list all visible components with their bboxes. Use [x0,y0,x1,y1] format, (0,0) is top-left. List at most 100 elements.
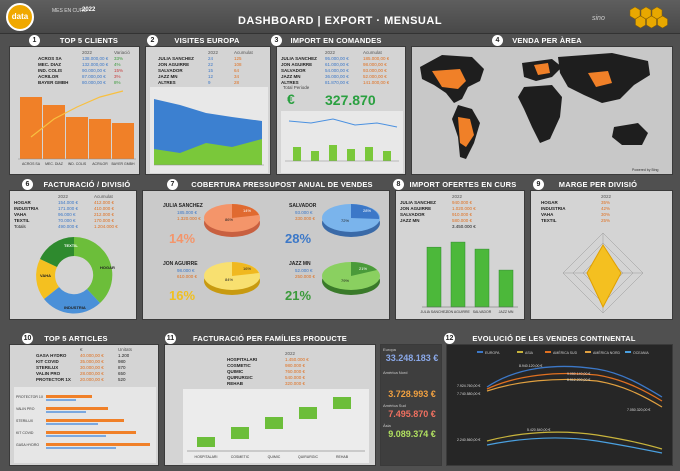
table-row[interactable]: ACRILOR 87.000,00 €3% [38,74,121,79]
donut-label: INDUSTRIA [64,305,86,310]
table-row[interactable]: ALTRES 9 28 [158,80,240,85]
table-row[interactable]: COSMETIC 980.000 € [227,363,306,368]
section-title-evolucio: EVOLUCIÓ DE LES VENDES CONTINENTAL [472,334,636,343]
cobertura-value: 185.000 € [177,210,198,215]
panel-families: 2022 HOSPITALARI 1.450.000 € COSMETIC 980.… [164,344,376,466]
table-row[interactable]: JON AGUIRRE 61.000,00 €98.000,00 € [281,62,387,67]
section-number-1: 1 [29,35,40,46]
table-row[interactable]: Totals 490.000 €1.204.000 € [14,224,118,229]
tick-label: SALVADOR [473,310,492,314]
table-row[interactable]: INDUSTRIA 171.000 €410.000 € [14,206,115,211]
panel-evolucio: EUROPA ASIA AMÈRICA SUD AMÈRICA NORD OCE… [446,344,673,466]
pie-julia[interactable]: 86% 14% [201,197,263,247]
data-label: 7.924.760,00 € [457,384,480,388]
table-row[interactable]: JON AGUIRRE 22 108 [158,62,242,67]
tick-label: GASA HYDRO [16,443,39,447]
table-row[interactable]: KIT COVID 35.000,00 €980 [36,359,126,364]
bar [450,241,466,308]
table-row[interactable]: SALVADOR 54.000,00 €93.000,00 € [281,68,387,73]
table-row[interactable]: HOGAR 154.000 €412.000 € [14,200,115,205]
highlight-europe[interactable] [534,63,550,75]
section-title-articles: TOP 5 ARTICLES [44,334,108,343]
cobertura-percent: 14% [169,231,196,246]
highlight-usa[interactable] [432,69,466,89]
table-row[interactable]: JULIA SANCHEZ 24 125 [158,56,242,61]
table-row[interactable]: ACROS SA 138.000,00 €33% [38,56,124,61]
donut-slice-textil[interactable] [40,237,74,267]
total-label: Amèrica Nord [383,370,408,375]
pie-jazz[interactable]: 79% 21% [319,255,383,305]
table-row[interactable]: JAZZ MN 12 34 [158,74,240,79]
table-row[interactable]: JAZZ MN 580.000 € [400,218,473,223]
table-row[interactable]: INDUSTRIA 42% [541,206,611,211]
tick-label: BAYER GMBH [111,162,135,166]
section-title-marge: MARGE PER DIVISIÓ [558,180,638,189]
bar [365,147,373,161]
donut-slice-industria[interactable] [44,287,100,314]
pie-label: 28% [363,208,371,213]
tick-label: VALIN PRO [16,407,35,411]
legend-entry: EUROPA [485,351,500,355]
highlight-asia[interactable] [588,71,612,87]
table-row[interactable]: ALTRES 81.870,00 €141.000,00 € [281,80,390,85]
table-row[interactable]: VAHA 96.000 €212.000 € [14,212,115,217]
table-row[interactable]: REHAB 320.000 € [227,381,306,386]
table-row[interactable]: JULIA SANCHEZ 940.000 € [400,200,473,205]
table-row[interactable]: TEXTIL 70.000 €170.000 € [14,218,115,223]
table-row[interactable]: QUIRURGIC 540.000 € [227,375,306,380]
tick-label: ACROS SA [22,162,41,166]
donut-slice-hogar[interactable] [74,236,113,303]
table-row[interactable]: HOGAR 35% [541,200,611,205]
bar [311,151,319,161]
tick-label: KIT COVID [16,431,34,435]
company-logo: sino [590,4,672,30]
cobertura-value: 1.320.000 € [177,216,201,221]
data-label: 2.240.560,00 € [457,438,480,442]
table-row[interactable]: SALVADOR 910.000 € [400,212,473,217]
table-row[interactable]: 3.450.000 € [452,224,476,229]
world-map[interactable]: Powered by Bing [412,47,674,176]
table-row[interactable]: TEXTIL 25% [541,218,611,223]
tick-label: MEC. DIAZ [45,162,64,166]
table-row[interactable]: BAYER GMBH 80.000,00 €8% [38,80,121,85]
pie-label: 79% [341,278,349,283]
table-row[interactable]: JON AGUIRRE 1.020.000 € [400,206,476,211]
visites-area-chart [150,87,268,173]
panel-map: Powered by Bing [411,46,673,175]
table-row[interactable]: STERILUX 30.000,00 €870 [36,365,126,370]
table-row[interactable]: VALIN PRO 28.000,00 €650 [36,371,126,376]
total-label: Europa [383,347,396,352]
cobertura-value: 250.000 € [295,274,316,279]
period-label: MES EN CURS [52,8,87,14]
panel-marge: 2022 HOGAR 35% INDUSTRIA 42% VAHA 30% TEXTI… [530,190,673,320]
table-row[interactable]: JAZZ MN 36.000,00 €52.000,00 € [281,74,387,79]
total-europa: 33.248.183 € [385,353,439,363]
pie-salvador[interactable]: 72% 28% [319,197,383,247]
section-number-2: 2 [147,35,158,46]
table-row[interactable]: HOSPITALARI 1.450.000 € [227,357,309,362]
bar [89,119,111,159]
donut-slice-vaha[interactable] [36,259,59,299]
pie-jon[interactable]: 84% 16% [201,255,263,305]
comandes-table: 2022 Acumulat JULIA SANCHEZ 95.000,00 €185… [281,50,405,86]
table-row[interactable]: JULIA SANCHEZ 95.000,00 €185.000,00 € [281,56,390,61]
table-row[interactable]: SALVADOR 15 64 [158,68,240,73]
period-value[interactable]: 2022 [82,7,96,13]
table-row[interactable]: PROTECTOR 1X 20.000,00 €520 [36,377,126,382]
data-label: 7.050.320,00 € [627,408,650,412]
section-title-cobertura: COBERTURA PRESSUPOST ANUAL DE VENDES [191,180,373,189]
highlight-brazil[interactable] [458,117,474,147]
tick-label: PROTECTOR 1X [16,395,44,399]
series-asia [486,431,663,450]
series-europa [486,365,663,398]
bar [46,435,106,437]
table-row[interactable]: IND. COLIS 90.000,00 €15% [38,68,124,73]
data-label: 9.050.140,00 € [567,372,590,376]
table-row[interactable]: MEC. DIAZ 132.000,00 €4% [38,62,121,67]
table-row[interactable]: GASA HYDRO 40.000,00 €1.200 [36,353,130,358]
cobertura-value: 98.000 € [177,268,195,273]
tick-label: HOSPITALARI [195,455,218,459]
map-footnote: Powered by Bing [632,168,659,172]
table-row[interactable]: QUIMIC 760.000 € [227,369,306,374]
table-row[interactable]: VAHA 30% [541,212,611,217]
